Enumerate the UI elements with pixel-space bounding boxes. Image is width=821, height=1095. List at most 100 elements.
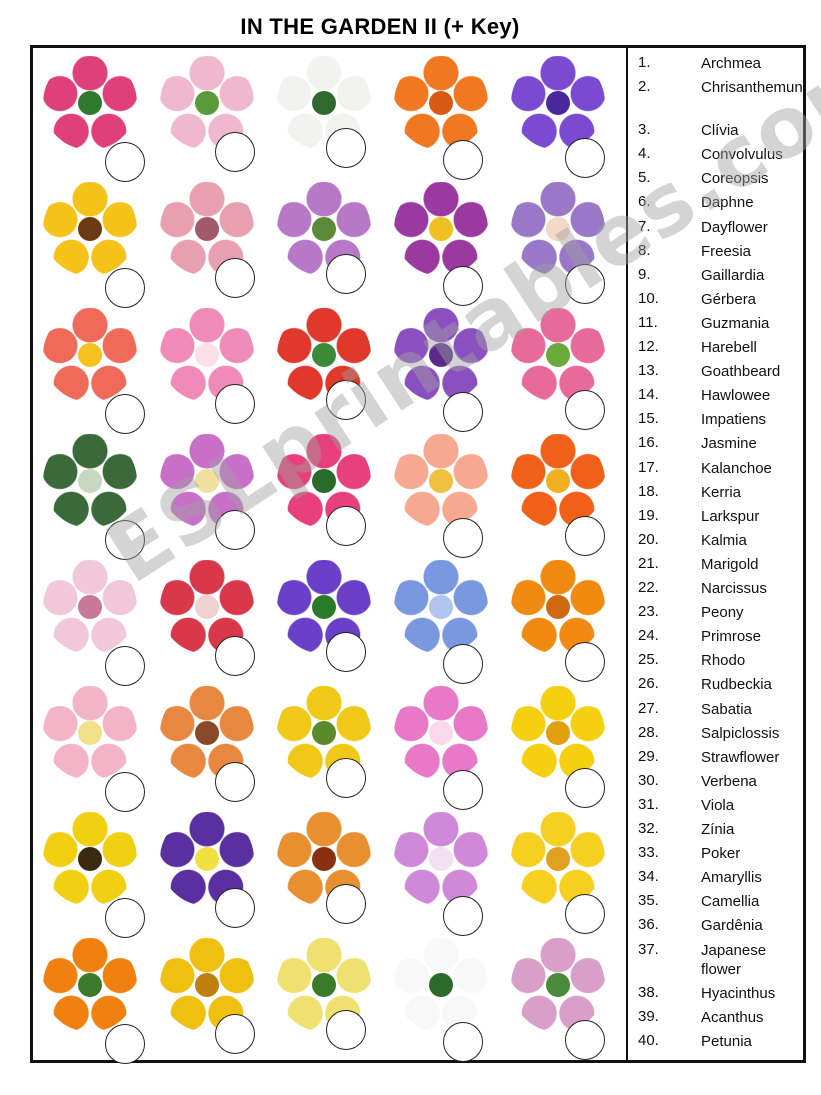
key-item-number: 15. bbox=[638, 410, 659, 428]
key-item-number: 39. bbox=[638, 1007, 659, 1025]
answer-circle[interactable] bbox=[326, 380, 366, 420]
answer-circle[interactable] bbox=[215, 258, 255, 298]
flower-picture-cell bbox=[386, 932, 498, 1062]
answer-circle[interactable] bbox=[105, 394, 145, 434]
flower-picture-cell bbox=[503, 554, 615, 682]
answer-circle[interactable] bbox=[105, 898, 145, 938]
flower-picture-cell bbox=[35, 806, 147, 938]
key-item-name: Dayflower bbox=[701, 218, 768, 236]
key-item-number: 24. bbox=[638, 627, 659, 645]
flower-center bbox=[429, 91, 453, 115]
answer-circle[interactable] bbox=[443, 644, 483, 684]
answer-circle[interactable] bbox=[326, 128, 366, 168]
answer-circle[interactable] bbox=[215, 1014, 255, 1054]
answer-circle[interactable] bbox=[565, 768, 605, 808]
answer-circle[interactable] bbox=[565, 138, 605, 178]
key-item-number: 18. bbox=[638, 482, 659, 500]
answer-circle[interactable] bbox=[105, 520, 145, 560]
answer-circle[interactable] bbox=[215, 888, 255, 928]
flower-picture-cell bbox=[152, 680, 264, 802]
answer-circle[interactable] bbox=[215, 762, 255, 802]
answer-circle[interactable] bbox=[565, 264, 605, 304]
answer-circle[interactable] bbox=[326, 758, 366, 798]
flower-picture-cell bbox=[35, 302, 147, 434]
key-item-number: 33. bbox=[638, 844, 659, 862]
answer-circle[interactable] bbox=[215, 636, 255, 676]
answer-circle[interactable] bbox=[215, 510, 255, 550]
answer-circle[interactable] bbox=[443, 140, 483, 180]
flower-center bbox=[429, 973, 453, 997]
key-item-number: 13. bbox=[638, 362, 659, 380]
flower-center bbox=[195, 217, 219, 241]
sunflower-flower-icon bbox=[43, 812, 137, 906]
flower-picture-cell bbox=[269, 428, 381, 550]
key-item-number: 5. bbox=[638, 169, 651, 187]
key-item-number: 36. bbox=[638, 916, 659, 934]
flower-picture-cell bbox=[269, 680, 381, 802]
answer-circle[interactable] bbox=[105, 1024, 145, 1064]
flower-picture-cell bbox=[503, 806, 615, 934]
clivia-flower-icon bbox=[511, 434, 605, 528]
answer-circle[interactable] bbox=[443, 770, 483, 810]
answer-circle[interactable] bbox=[215, 132, 255, 172]
key-item-number: 20. bbox=[638, 530, 659, 548]
key-item-number: 31. bbox=[638, 795, 659, 813]
key-item-name: Hyacinthus bbox=[701, 984, 776, 1002]
answer-circle[interactable] bbox=[443, 518, 483, 558]
flower-picture-cell bbox=[503, 932, 615, 1060]
key-item-number: 23. bbox=[638, 603, 659, 621]
key-item-number: 17. bbox=[638, 458, 659, 476]
flower-center bbox=[546, 469, 570, 493]
flower-center bbox=[195, 847, 219, 871]
answer-circle[interactable] bbox=[105, 142, 145, 182]
answer-circle[interactable] bbox=[326, 1010, 366, 1050]
key-item-number: 32. bbox=[638, 820, 659, 837]
answer-circle[interactable] bbox=[105, 646, 145, 686]
verbena-pink-flower-icon bbox=[394, 686, 488, 780]
flower-picture-cell bbox=[35, 428, 147, 560]
answer-circle[interactable] bbox=[326, 254, 366, 294]
answer-circle[interactable] bbox=[326, 506, 366, 546]
answer-circle[interactable] bbox=[565, 642, 605, 682]
flower-center bbox=[546, 217, 570, 241]
answer-circle[interactable] bbox=[565, 390, 605, 430]
flower-center bbox=[312, 847, 336, 871]
answer-circle[interactable] bbox=[565, 1020, 605, 1060]
flower-picture-cell bbox=[503, 302, 615, 430]
bromeliad-flower-icon bbox=[43, 56, 137, 150]
answer-circle[interactable] bbox=[443, 266, 483, 306]
key-item-number: 34. bbox=[638, 868, 659, 886]
flower-center bbox=[429, 217, 453, 241]
flower-center bbox=[312, 595, 336, 619]
flower-picture-cell bbox=[386, 806, 498, 936]
flower-center bbox=[312, 721, 336, 745]
key-item-name: Archmea bbox=[701, 55, 762, 72]
answer-circle[interactable] bbox=[443, 392, 483, 432]
answer-circle[interactable] bbox=[565, 516, 605, 556]
marigold-flower-icon bbox=[43, 938, 137, 1032]
answer-circle[interactable] bbox=[326, 884, 366, 924]
flower-center bbox=[195, 973, 219, 997]
answer-circle[interactable] bbox=[326, 632, 366, 672]
key-item-name: Coreopsis bbox=[701, 170, 769, 188]
flower-center bbox=[312, 973, 336, 997]
answer-circle[interactable] bbox=[105, 268, 145, 308]
flower-picture-cell bbox=[269, 302, 381, 424]
key-item-name: Primrose bbox=[701, 628, 762, 646]
strawflower-flower-icon bbox=[511, 812, 605, 906]
key-item-number: 11. bbox=[638, 313, 658, 331]
key-item-name: Goathbeard bbox=[701, 363, 781, 381]
flower-center bbox=[195, 343, 219, 367]
key-item-number: 7. bbox=[638, 217, 651, 235]
flower-picture-cell bbox=[269, 806, 381, 928]
flower-center bbox=[546, 847, 570, 871]
answer-circle[interactable] bbox=[443, 896, 483, 936]
key-item-name: Convolvulus bbox=[701, 146, 783, 164]
answer-circle[interactable] bbox=[565, 894, 605, 934]
answer-circle[interactable] bbox=[105, 772, 145, 812]
answer-circle[interactable] bbox=[215, 384, 255, 424]
key-item-name: Poker bbox=[701, 845, 741, 863]
flower-center bbox=[429, 847, 453, 871]
flower-center bbox=[429, 469, 453, 493]
answer-circle[interactable] bbox=[443, 1022, 483, 1062]
